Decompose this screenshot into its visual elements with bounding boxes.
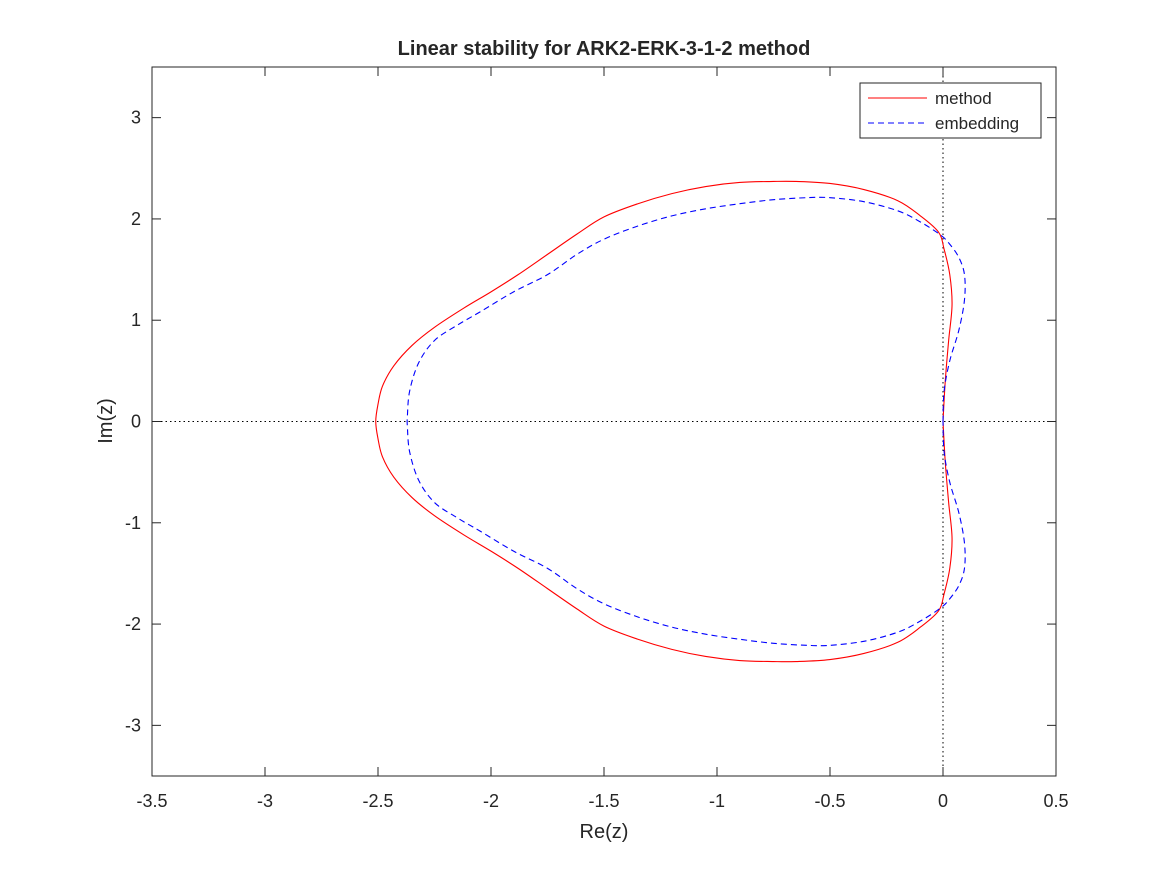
series-line-embedding xyxy=(406,196,966,647)
x-tick-label: -0.5 xyxy=(814,791,845,811)
y-tick-label: 0 xyxy=(131,412,141,432)
x-tick-label: 0 xyxy=(938,791,948,811)
y-tick-label: -2 xyxy=(125,614,141,634)
series-group xyxy=(375,180,966,663)
x-tick-label: -3 xyxy=(257,791,273,811)
x-tick-label: -2 xyxy=(483,791,499,811)
x-tick-label: -3.5 xyxy=(136,791,167,811)
axes-box xyxy=(151,66,1057,777)
x-tick-label: -1 xyxy=(709,791,725,811)
series-line-method xyxy=(375,180,953,663)
legend-label-method: method xyxy=(935,89,992,108)
y-tick-label: -3 xyxy=(125,715,141,735)
y-tick-label: -1 xyxy=(125,513,141,533)
x-tick-label: -2.5 xyxy=(362,791,393,811)
y-tick-labels: 3 2 1 0 -1 -2 -3 xyxy=(125,108,141,736)
y-tick-label: 3 xyxy=(131,108,141,128)
x-axis-label: Re(z) xyxy=(580,821,629,843)
legend: method embedding xyxy=(859,82,1042,139)
legend-box xyxy=(859,82,1042,139)
plot-area xyxy=(151,66,1057,777)
legend-label-embedding: embedding xyxy=(935,114,1019,133)
chart-title: Linear stability for ARK2-ERK-3-1-2 meth… xyxy=(398,38,811,60)
x-tick-labels: -3.5 -3 -2.5 -2 -1.5 -1 -0.5 0 0.5 xyxy=(136,791,1068,811)
x-tick-label: 0.5 xyxy=(1043,791,1068,811)
y-axis-label: Im(z) xyxy=(95,398,117,444)
reference-lines xyxy=(152,67,1056,776)
x-tick-label: -1.5 xyxy=(588,791,619,811)
y-tick-label: 2 xyxy=(131,209,141,229)
y-tick-label: 1 xyxy=(131,310,141,330)
axis-ticks xyxy=(151,67,1057,776)
